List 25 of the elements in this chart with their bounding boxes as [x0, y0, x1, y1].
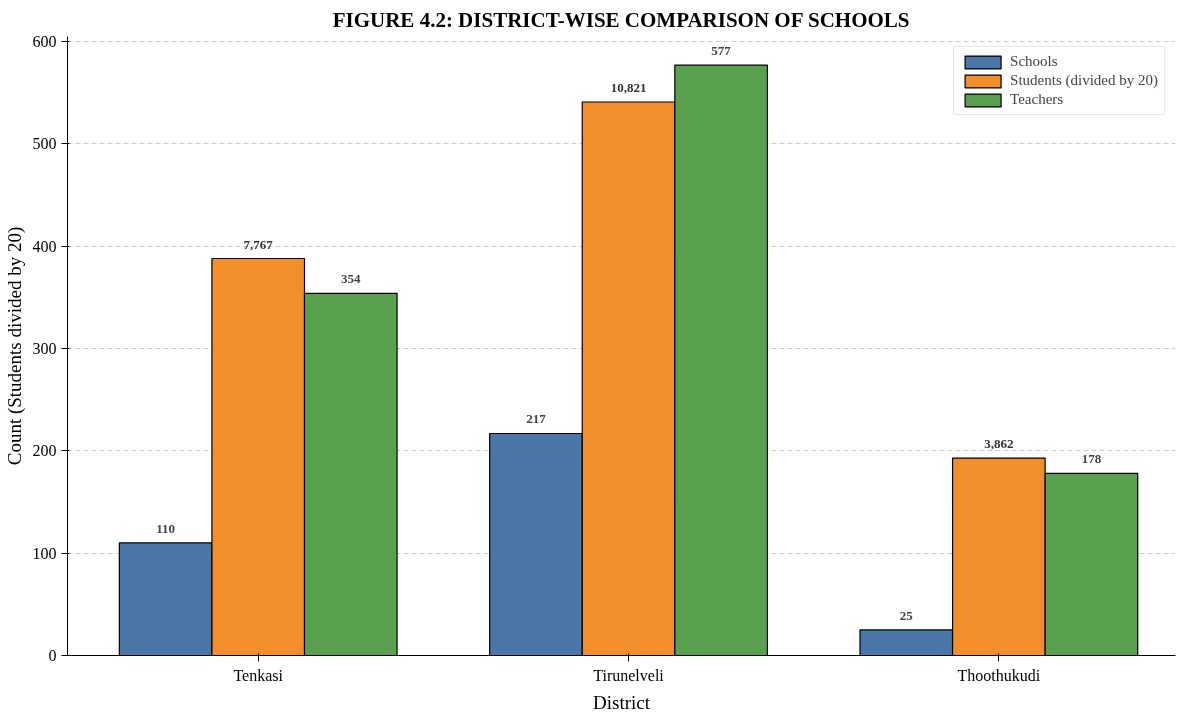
legend-label: Students (divided by 20) — [1010, 72, 1158, 89]
y-tick-label: 0 — [48, 647, 57, 664]
data-label: 354 — [341, 271, 362, 287]
x-axis-title: District — [593, 691, 651, 713]
annotation: 7,767 — [243, 236, 274, 252]
y-tick-label: 100 — [32, 544, 57, 562]
y-tick-label: 200 — [32, 442, 57, 460]
data-label: 217 — [526, 411, 547, 427]
legend-label: Teachers — [1010, 91, 1064, 108]
y-axis-title: Count (Students divided by 20) — [3, 226, 26, 466]
chart-title: FIGURE 4.2: DISTRICT-WISE COMPARISON OF SCHOOLS — [332, 7, 910, 32]
legend-label: Schools — [1010, 53, 1058, 70]
data-label: 25 — [899, 607, 914, 623]
y-tick-label: 300 — [32, 340, 57, 358]
y-tick-label: 600 — [32, 33, 57, 51]
x-tick-label: Tenkasi — [233, 666, 284, 684]
y-tick-label: 400 — [32, 237, 57, 255]
y-tick-label: 500 — [32, 135, 57, 153]
data-label: 110 — [156, 520, 176, 536]
x-tick-label: Tirunelveli — [593, 666, 665, 684]
x-tick-label: Thoothukudi — [957, 666, 1041, 684]
data-label: 178 — [1081, 451, 1102, 467]
annotation: 10,821 — [610, 79, 647, 95]
annotation: 3,862 — [984, 436, 1014, 452]
data-label: 577 — [711, 43, 732, 59]
